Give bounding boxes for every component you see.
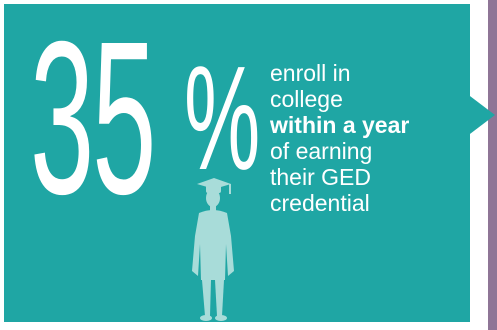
caption-line: of earning [270,138,373,164]
caption-line: credential [270,190,370,216]
stat-caption: enroll in college within a year of earni… [270,60,409,216]
right-arrow-icon [462,90,495,140]
caption-line: their GED [270,164,371,190]
caption-line: college [270,86,343,112]
graduate-silhouette-icon [192,178,234,321]
caption-line: enroll in [270,60,351,86]
caption-line-emphasis: within a year [270,112,410,138]
stat-number: 35 [30,0,156,240]
stat-panel [4,4,470,322]
accent-strip [488,0,497,330]
stat-percent-symbol: % [184,36,261,201]
